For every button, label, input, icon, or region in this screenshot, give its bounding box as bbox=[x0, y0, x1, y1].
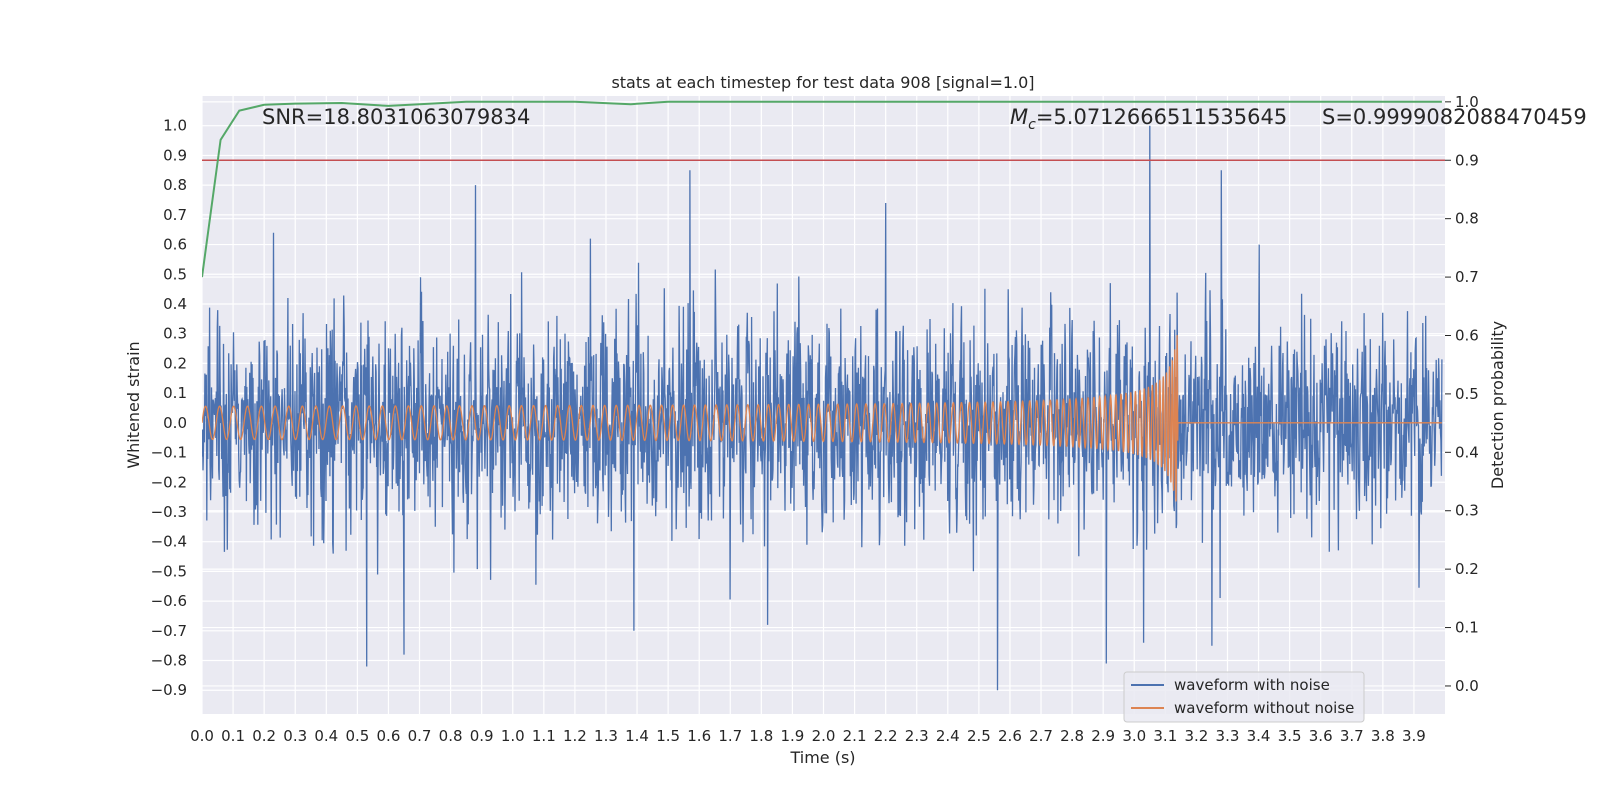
y-right-tick-label: 0.8 bbox=[1455, 210, 1479, 228]
y-right-tick-label: 1.0 bbox=[1455, 93, 1479, 111]
x-tick-label: 2.7 bbox=[1029, 727, 1053, 745]
chirp-mass-annotation: Mc=5.0712666511535645 bbox=[1010, 105, 1287, 133]
x-tick-label: 2.2 bbox=[874, 727, 898, 745]
y-right-tick-label: 0.7 bbox=[1455, 268, 1479, 286]
y-left-tick-label: 0.5 bbox=[163, 265, 187, 283]
y-left-tick-label: 0.9 bbox=[163, 146, 187, 164]
x-tick-label: 0.1 bbox=[221, 727, 245, 745]
x-tick-label: 3.1 bbox=[1153, 727, 1177, 745]
y-left-tick-label: −0.6 bbox=[151, 592, 187, 610]
x-tick-label: 2.4 bbox=[936, 727, 960, 745]
legend: waveform with noise waveform without noi… bbox=[1123, 671, 1365, 723]
x-tick-label: 1.0 bbox=[501, 727, 525, 745]
y-left-tick-label: −0.2 bbox=[151, 473, 187, 491]
chirp-mass-subscript: c bbox=[1028, 117, 1036, 133]
series-line-clean bbox=[202, 335, 1442, 502]
x-tick-label: 1.3 bbox=[594, 727, 618, 745]
x-tick-label: 1.7 bbox=[718, 727, 742, 745]
x-axis-label: Time (s) bbox=[789, 748, 855, 767]
y-left-tick-label: −0.1 bbox=[151, 444, 187, 462]
x-tick-label: 2.5 bbox=[967, 727, 991, 745]
y-left-tick-label: 0.6 bbox=[163, 236, 187, 254]
x-tick-label: 0.0 bbox=[190, 727, 214, 745]
x-tick-label: 3.5 bbox=[1278, 727, 1302, 745]
x-tick-label: 0.3 bbox=[283, 727, 307, 745]
y-left-tick-label: −0.9 bbox=[151, 681, 187, 699]
x-tick-label: 1.6 bbox=[687, 727, 711, 745]
x-tick-label: 2.6 bbox=[998, 727, 1022, 745]
y-left-tick-label: −0.4 bbox=[151, 533, 187, 551]
y-right-tick-label: 0.2 bbox=[1455, 560, 1479, 578]
x-tick-label: 3.0 bbox=[1122, 727, 1146, 745]
plot-area bbox=[202, 100, 1445, 691]
x-tick-label: 0.6 bbox=[377, 727, 401, 745]
x-tick-label: 3.7 bbox=[1340, 727, 1364, 745]
s-annotation: S=0.9999082088470459 bbox=[1322, 105, 1587, 129]
y-left-tick-label: 0.2 bbox=[163, 354, 187, 372]
y-left-tick-label: −0.7 bbox=[151, 622, 187, 640]
y-left-tick-label: −0.8 bbox=[151, 652, 187, 670]
x-tick-label: 2.3 bbox=[905, 727, 929, 745]
y-left-tick-label: 0.4 bbox=[163, 295, 187, 313]
y-right-tick-label: 0.4 bbox=[1455, 443, 1479, 461]
y-axis-right-label: Detection probability bbox=[1488, 321, 1507, 489]
y-right-tick-label: 0.3 bbox=[1455, 502, 1479, 520]
chirp-mass-symbol: M bbox=[1010, 105, 1028, 129]
x-tick-label: 3.4 bbox=[1247, 727, 1271, 745]
x-tick-label: 3.2 bbox=[1184, 727, 1208, 745]
x-tick-label: 1.5 bbox=[656, 727, 680, 745]
x-tick-label: 2.1 bbox=[843, 727, 867, 745]
x-tick-label: 2.0 bbox=[812, 727, 836, 745]
y-left-tick-label: 0.7 bbox=[163, 206, 187, 224]
y-left-tick-label: 0.0 bbox=[163, 414, 187, 432]
legend-box bbox=[1123, 671, 1365, 723]
y-right-tick-label: 0.9 bbox=[1455, 151, 1479, 169]
x-tick-label: 3.3 bbox=[1216, 727, 1240, 745]
legend-label-clean: waveform without noise bbox=[1174, 699, 1354, 717]
y-right-tick-label: 0.6 bbox=[1455, 326, 1479, 344]
legend-label-noise: waveform with noise bbox=[1174, 676, 1330, 694]
y-axis-left-label: Whitened strain bbox=[124, 341, 143, 468]
y-left-tick-label: 0.3 bbox=[163, 325, 187, 343]
x-tick-label: 1.8 bbox=[749, 727, 773, 745]
x-tick-label: 0.8 bbox=[439, 727, 463, 745]
y-right-tick-label: 0.5 bbox=[1455, 385, 1479, 403]
x-tick-label: 1.9 bbox=[780, 727, 804, 745]
x-tick-label: 3.8 bbox=[1371, 727, 1395, 745]
y-right-tick-label: 0.0 bbox=[1455, 677, 1479, 695]
axes-text: 0.0 0.1 0.2 0.3 0.4 0.5 0.6 0.7 0.8 0.9 1.0 1.1 1.2 1… bbox=[151, 93, 1479, 745]
x-tick-label: 0.2 bbox=[252, 727, 276, 745]
y-left-tick-label: −0.5 bbox=[151, 562, 187, 580]
x-tick-label: 2.8 bbox=[1060, 727, 1084, 745]
x-tick-label: 3.6 bbox=[1309, 727, 1333, 745]
series-line-noisy bbox=[202, 125, 1443, 691]
series-line-probability bbox=[202, 100, 1442, 278]
y-left-tick-label: 0.8 bbox=[163, 176, 187, 194]
snr-annotation: SNR=18.8031063079834 bbox=[262, 105, 530, 129]
y-right-tick-label: 0.1 bbox=[1455, 619, 1479, 637]
y-left-tick-label: 1.0 bbox=[163, 117, 187, 135]
x-tick-label: 0.5 bbox=[345, 727, 369, 745]
chirp-mass-value: =5.0712666511535645 bbox=[1036, 105, 1287, 129]
y-left-tick-label: −0.3 bbox=[151, 503, 187, 521]
x-tick-label: 3.9 bbox=[1402, 727, 1426, 745]
x-tick-label: 0.7 bbox=[408, 727, 432, 745]
x-tick-label: 1.1 bbox=[532, 727, 556, 745]
y-left-tick-label: 0.1 bbox=[163, 384, 187, 402]
x-tick-label: 2.9 bbox=[1091, 727, 1115, 745]
x-tick-label: 0.9 bbox=[470, 727, 494, 745]
x-tick-label: 0.4 bbox=[314, 727, 338, 745]
x-tick-label: 1.4 bbox=[625, 727, 649, 745]
x-tick-label: 1.2 bbox=[563, 727, 587, 745]
chart-title: stats at each timestep for test data 908… bbox=[611, 73, 1034, 92]
